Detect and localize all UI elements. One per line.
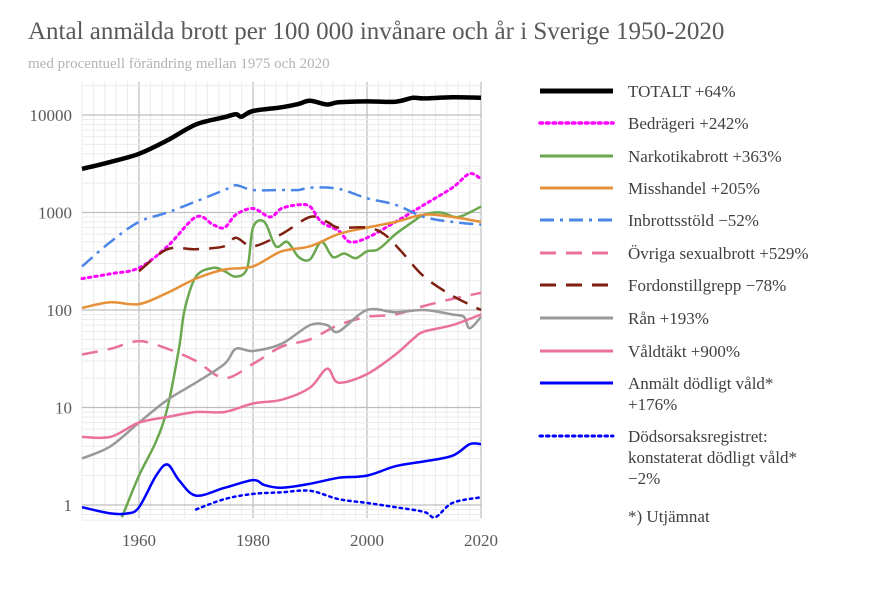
series-line-9: [81, 442, 482, 516]
legend-label: −2%: [628, 469, 660, 488]
series-line-4: [81, 184, 482, 268]
chart-title: Antal anmälda brott per 100 000 invånare…: [28, 18, 725, 45]
legend: TOTALT +64% Bedrägeri +242% Narkotikabrott…: [538, 82, 809, 488]
series-line-0: [81, 95, 482, 172]
legend-label: +176%: [628, 395, 677, 414]
legend-label: Inbrottsstöld −52%: [628, 211, 759, 230]
legend-label: Narkotikabrott +363%: [628, 147, 782, 166]
grid: [81, 82, 482, 521]
x-tick-label: 2020: [464, 531, 498, 550]
legend-label: Anmält dödligt våld*: [628, 374, 773, 393]
y-tick-label: 10000: [30, 106, 73, 125]
legend-label: Rån +193%: [628, 309, 709, 328]
x-tick-label: 1980: [236, 531, 270, 550]
series-lines: [80, 95, 483, 519]
series-line-8: [81, 313, 482, 440]
x-tick-label: 1960: [122, 531, 156, 550]
series-line-3: [81, 213, 482, 310]
y-tick-label: 1000: [38, 204, 72, 223]
series-line-6: [138, 215, 482, 312]
series-line-1: [80, 172, 483, 281]
footnote: *) Utjämnat: [628, 507, 710, 526]
chart-subtitle: med procentuell förändring mellan 1975 o…: [28, 56, 330, 72]
legend-label: TOTALT +64%: [628, 82, 736, 101]
series-line-10: [194, 489, 483, 519]
series-line-2: [120, 205, 482, 518]
series-line-7: [81, 307, 482, 460]
legend-label: Fordonstillgrepp −78%: [628, 276, 786, 295]
legend-label: Våldtäkt +900%: [628, 342, 740, 361]
legend-label: Bedrägeri +242%: [628, 114, 749, 133]
series-line-5: [81, 291, 482, 380]
legend-label: Dödsorsaksregistret:: [628, 427, 768, 446]
y-tick-label: 10: [55, 399, 72, 418]
plot-area: [82, 82, 481, 518]
legend-label: konstaterat dödligt våld*: [628, 448, 797, 467]
legend-label: Misshandel +205%: [628, 179, 760, 198]
y-tick-label: 100: [47, 301, 73, 320]
axis-ticks: 1960 1980 2000 2020 1 10 100 1000 10000: [30, 106, 499, 550]
x-tick-label: 2000: [350, 531, 384, 550]
legend-label: Övriga sexualbrott +529%: [628, 244, 809, 263]
y-tick-label: 1: [64, 496, 73, 515]
